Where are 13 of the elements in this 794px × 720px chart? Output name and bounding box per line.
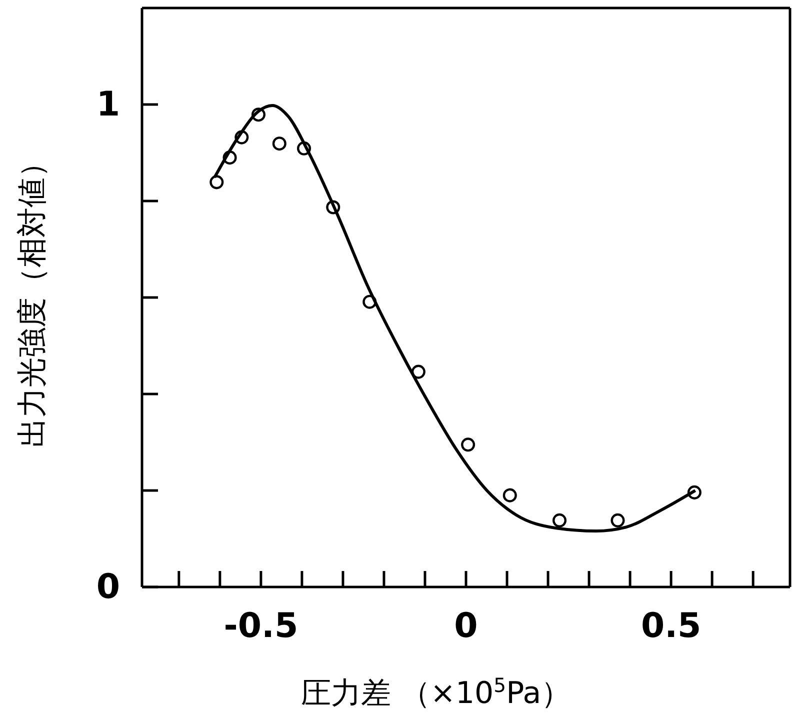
point	[210, 175, 224, 190]
x-tick-label: 0	[454, 606, 478, 646]
point	[461, 438, 476, 452]
x-axis-title: 圧力差 （×10$^{5}$Pa）	[300, 674, 572, 711]
point	[552, 513, 567, 528]
y-axis-title: 出力光強度（相対値）	[15, 148, 50, 448]
x-tick-label: -0.5	[224, 606, 298, 646]
x-tick-label: 0.5	[640, 606, 702, 646]
point	[610, 513, 625, 528]
y-tick-label: 1	[96, 84, 120, 124]
point	[502, 488, 517, 502]
point	[411, 364, 426, 379]
point	[272, 136, 286, 151]
